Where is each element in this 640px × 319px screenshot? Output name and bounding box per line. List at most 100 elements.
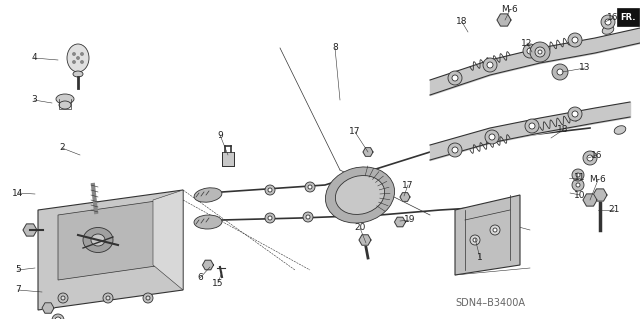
Text: 4: 4 xyxy=(31,54,37,63)
Circle shape xyxy=(583,151,597,165)
Text: 12: 12 xyxy=(522,39,532,48)
Circle shape xyxy=(55,317,61,319)
Circle shape xyxy=(557,69,563,75)
Ellipse shape xyxy=(194,215,222,229)
Circle shape xyxy=(568,33,582,47)
Text: 16: 16 xyxy=(607,13,619,23)
Text: 18: 18 xyxy=(456,18,468,26)
Circle shape xyxy=(61,296,65,300)
Circle shape xyxy=(452,147,458,153)
Ellipse shape xyxy=(73,71,83,77)
Circle shape xyxy=(587,155,593,161)
Ellipse shape xyxy=(194,188,222,202)
Text: 20: 20 xyxy=(355,224,365,233)
Text: 7: 7 xyxy=(15,286,21,294)
Text: SDN4–B3400A: SDN4–B3400A xyxy=(455,298,525,308)
Polygon shape xyxy=(23,224,37,236)
Circle shape xyxy=(605,19,611,25)
Circle shape xyxy=(81,61,83,63)
Circle shape xyxy=(576,173,580,177)
Ellipse shape xyxy=(326,167,394,223)
Circle shape xyxy=(487,62,493,68)
Text: FR.: FR. xyxy=(620,12,636,21)
Text: M-6: M-6 xyxy=(589,175,606,184)
Text: M-6: M-6 xyxy=(502,5,518,14)
Ellipse shape xyxy=(67,44,89,72)
Circle shape xyxy=(470,235,480,245)
Polygon shape xyxy=(38,190,183,310)
Ellipse shape xyxy=(335,175,385,214)
Circle shape xyxy=(535,47,545,57)
Text: 21: 21 xyxy=(608,205,620,214)
Text: 1: 1 xyxy=(477,254,483,263)
Circle shape xyxy=(473,238,477,242)
Circle shape xyxy=(538,50,542,54)
Polygon shape xyxy=(363,148,373,156)
Ellipse shape xyxy=(59,101,71,109)
Circle shape xyxy=(527,48,533,54)
Circle shape xyxy=(493,228,497,232)
Text: 17: 17 xyxy=(403,181,413,189)
FancyBboxPatch shape xyxy=(617,8,639,26)
Circle shape xyxy=(448,143,462,157)
Circle shape xyxy=(525,119,539,133)
Circle shape xyxy=(77,56,79,60)
Polygon shape xyxy=(394,217,406,227)
Circle shape xyxy=(72,61,76,63)
Text: 2: 2 xyxy=(59,144,65,152)
Circle shape xyxy=(568,107,582,121)
Circle shape xyxy=(485,130,499,144)
Ellipse shape xyxy=(614,126,626,134)
Ellipse shape xyxy=(83,227,113,253)
Polygon shape xyxy=(153,190,183,290)
Circle shape xyxy=(572,37,578,43)
Circle shape xyxy=(52,314,64,319)
Polygon shape xyxy=(42,303,54,313)
Text: 8: 8 xyxy=(332,43,338,53)
Circle shape xyxy=(58,293,68,303)
Text: 16: 16 xyxy=(591,151,603,160)
Circle shape xyxy=(552,64,568,80)
Circle shape xyxy=(306,215,310,219)
Circle shape xyxy=(146,296,150,300)
Circle shape xyxy=(268,216,272,220)
Circle shape xyxy=(303,212,313,222)
Circle shape xyxy=(529,123,535,129)
Circle shape xyxy=(81,53,83,56)
Circle shape xyxy=(489,134,495,140)
Circle shape xyxy=(143,293,153,303)
Text: 14: 14 xyxy=(12,189,24,197)
Circle shape xyxy=(530,42,550,62)
Circle shape xyxy=(483,58,497,72)
Circle shape xyxy=(572,169,584,181)
Ellipse shape xyxy=(56,94,74,104)
Text: 3: 3 xyxy=(31,95,37,105)
Circle shape xyxy=(72,53,76,56)
Circle shape xyxy=(103,293,113,303)
Text: 15: 15 xyxy=(212,278,224,287)
Circle shape xyxy=(106,296,110,300)
Circle shape xyxy=(452,75,458,81)
Circle shape xyxy=(265,213,275,223)
Bar xyxy=(222,152,234,166)
Polygon shape xyxy=(593,189,607,201)
Circle shape xyxy=(576,183,580,187)
Circle shape xyxy=(523,44,537,58)
Polygon shape xyxy=(202,260,214,270)
Circle shape xyxy=(308,185,312,189)
Ellipse shape xyxy=(91,234,105,246)
Text: 17: 17 xyxy=(349,128,361,137)
Circle shape xyxy=(490,225,500,235)
Text: 10: 10 xyxy=(574,190,586,199)
Ellipse shape xyxy=(602,26,614,34)
Polygon shape xyxy=(455,195,520,275)
Circle shape xyxy=(265,185,275,195)
Circle shape xyxy=(305,182,315,192)
Circle shape xyxy=(448,71,462,85)
Polygon shape xyxy=(400,193,410,201)
Circle shape xyxy=(268,188,272,192)
Polygon shape xyxy=(497,14,511,26)
Polygon shape xyxy=(58,200,163,280)
Text: 5: 5 xyxy=(15,265,21,275)
Circle shape xyxy=(572,111,578,117)
